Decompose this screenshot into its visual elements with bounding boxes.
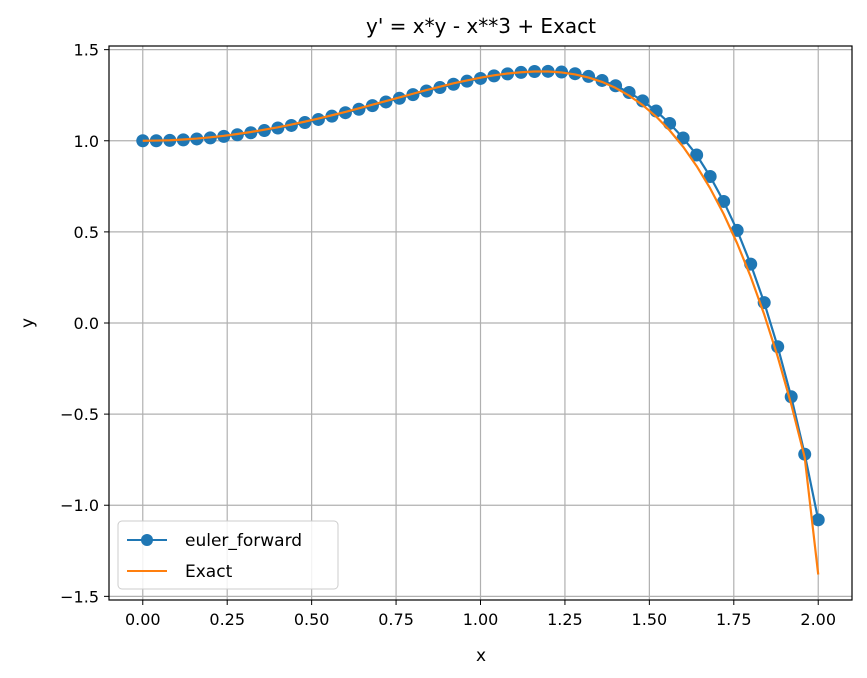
legend-euler-label: euler_forward xyxy=(185,531,302,551)
series-line-exact xyxy=(142,70,820,575)
x-tick-label: 0.25 xyxy=(209,610,245,629)
x-tick-label: 2.00 xyxy=(800,610,836,629)
series-layer xyxy=(136,64,825,575)
y-tick-label: 0.0 xyxy=(74,314,99,333)
data-point-euler-forward xyxy=(717,194,731,208)
y-tick-label: −1.0 xyxy=(60,496,99,515)
y-tick-label: −0.5 xyxy=(60,405,99,424)
x-tick-label: 1.25 xyxy=(547,610,583,629)
x-tick-label: 0.50 xyxy=(294,610,330,629)
y-tick-label: 1.0 xyxy=(74,132,99,151)
y-tick-label: 1.5 xyxy=(74,41,99,60)
x-tick-label: 0.00 xyxy=(125,610,161,629)
data-point-euler-forward xyxy=(690,148,704,162)
x-tick-label: 1.00 xyxy=(463,610,499,629)
legend-box xyxy=(117,520,339,590)
x-tick-label: 0.75 xyxy=(378,610,414,629)
legend-euler-marker xyxy=(141,534,153,546)
y-axis-label: y xyxy=(18,318,38,328)
x-tick-label: 1.75 xyxy=(716,610,752,629)
chart-title: y' = x*y - x**3 + Exact xyxy=(366,14,596,38)
data-point-euler-forward xyxy=(811,513,825,527)
x-tick-label: 1.50 xyxy=(632,610,668,629)
legend: euler_forward Exact xyxy=(117,520,339,590)
x-axis-label: x xyxy=(476,646,486,666)
data-point-euler-forward xyxy=(703,169,717,183)
y-tick-label: −1.5 xyxy=(60,587,99,606)
data-point-euler-forward xyxy=(622,85,636,99)
data-point-euler-forward xyxy=(730,223,744,237)
y-axis-ticks: −1.5 −1.0 −0.5 0.0 0.5 1.0 1.5 xyxy=(60,41,109,606)
y-tick-label: 0.5 xyxy=(74,223,99,242)
grid xyxy=(109,46,852,600)
x-axis-ticks: 0.00 0.25 0.50 0.75 1.00 1.25 1.50 1.75 2.00 xyxy=(125,600,836,629)
legend-exact-label: Exact xyxy=(185,562,233,582)
data-point-euler-forward xyxy=(663,116,677,130)
